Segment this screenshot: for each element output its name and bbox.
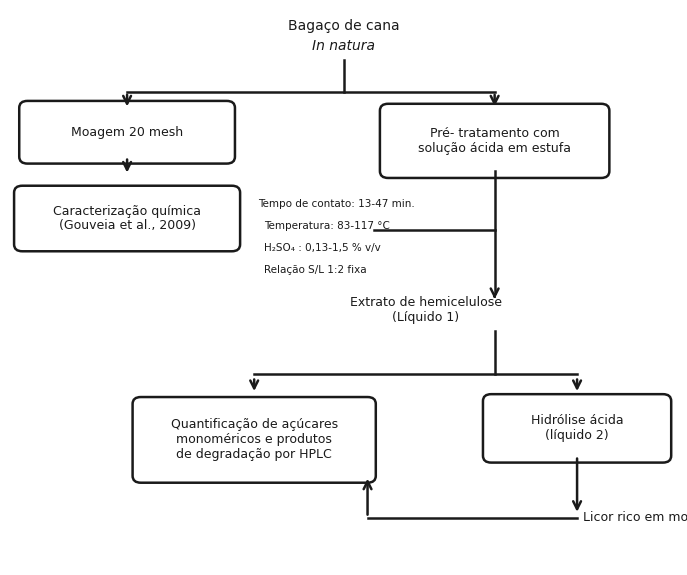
Text: H₂SO₄ : 0,13-1,5 % v/v: H₂SO₄ : 0,13-1,5 % v/v	[264, 243, 381, 253]
FancyBboxPatch shape	[483, 394, 671, 462]
Text: Tempo de contato: 13-47 min.: Tempo de contato: 13-47 min.	[258, 199, 414, 209]
Text: Temperatura: 83-117 °C: Temperatura: 83-117 °C	[264, 221, 390, 231]
Text: Moagem 20 mesh: Moagem 20 mesh	[71, 126, 183, 139]
Text: Quantificação de açúcares
monoméricos e produtos
de degradação por HPLC: Quantificação de açúcares monoméricos e …	[170, 419, 338, 461]
Text: Hidrólise ácida
(líquido 2): Hidrólise ácida (líquido 2)	[531, 415, 623, 442]
FancyBboxPatch shape	[380, 104, 609, 178]
FancyBboxPatch shape	[133, 397, 376, 483]
FancyBboxPatch shape	[14, 186, 240, 251]
Text: Pré- tratamento com
solução ácida em estufa: Pré- tratamento com solução ácida em est…	[418, 127, 571, 155]
Text: Bagaço de cana: Bagaço de cana	[288, 19, 399, 33]
Text: Relação S/L 1:2 fixa: Relação S/L 1:2 fixa	[264, 264, 367, 275]
Text: Licor rico em monômeros: Licor rico em monômeros	[583, 511, 687, 524]
Text: In natura: In natura	[312, 39, 375, 53]
FancyBboxPatch shape	[19, 101, 235, 163]
Text: Caracterização química
(Gouveia et al., 2009): Caracterização química (Gouveia et al., …	[53, 205, 201, 232]
Text: Extrato de hemicelulose
(Líquido 1): Extrato de hemicelulose (Líquido 1)	[350, 297, 502, 324]
